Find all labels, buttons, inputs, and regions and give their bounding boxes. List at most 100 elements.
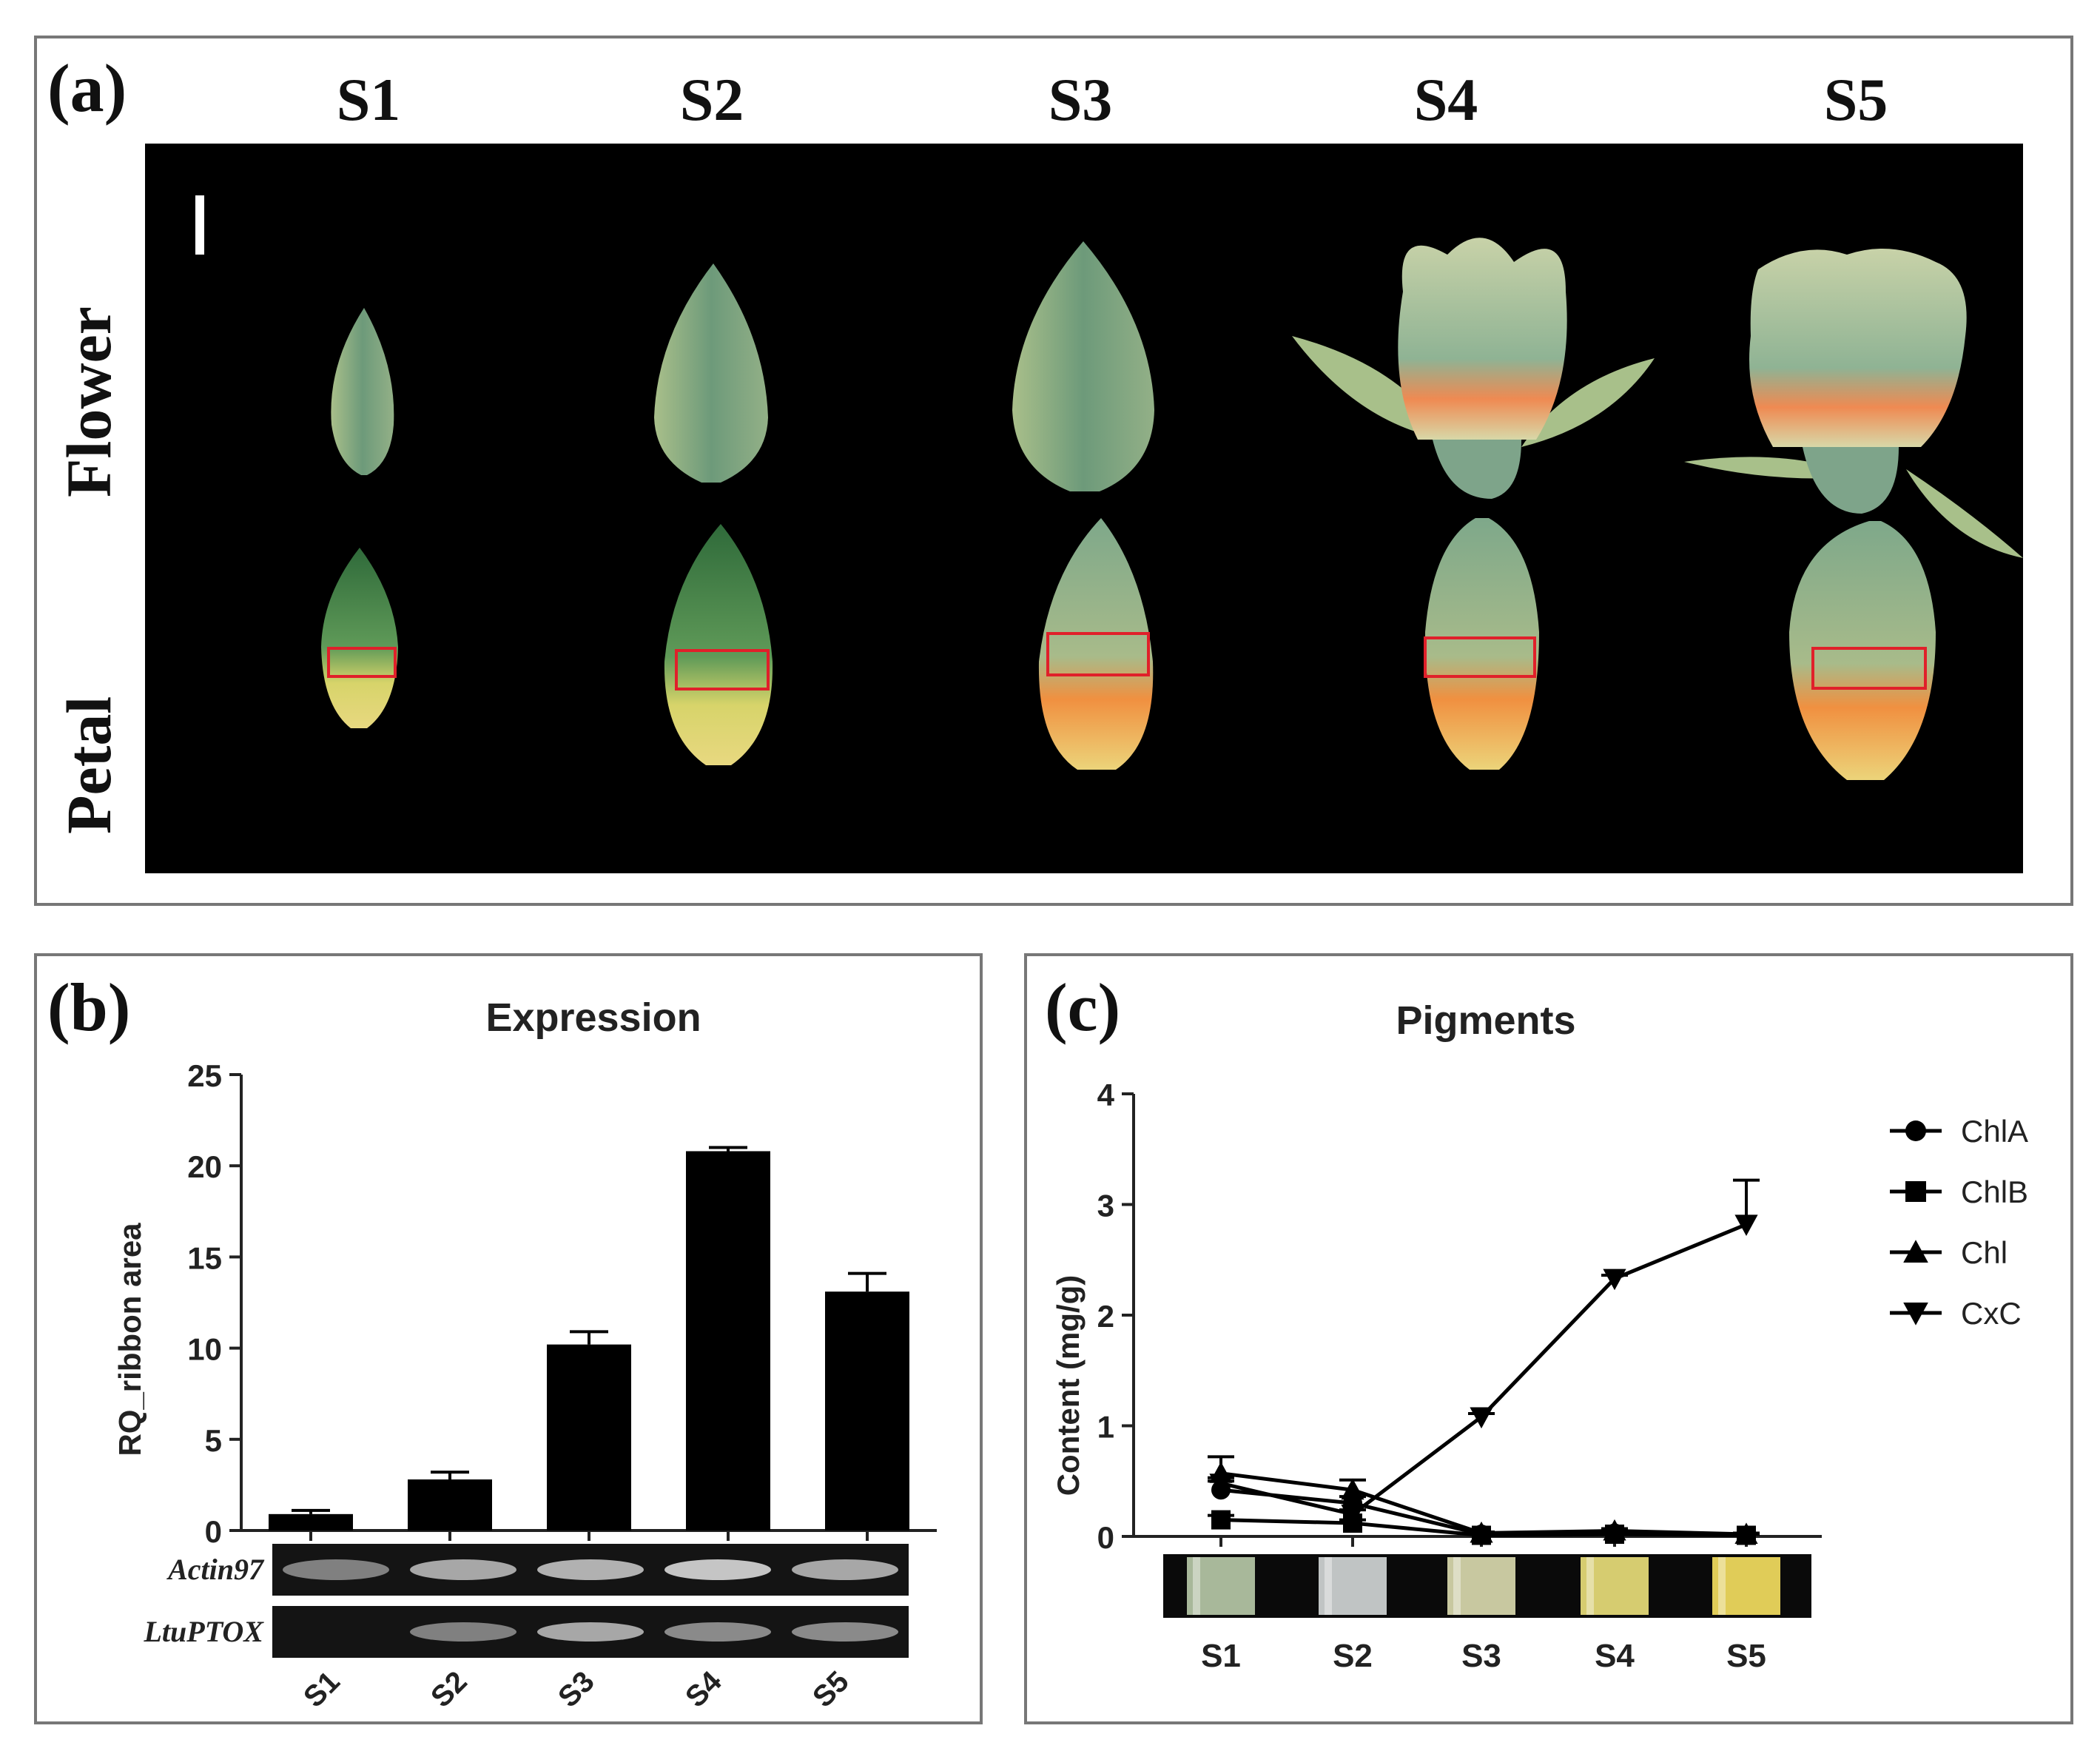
- ribbon-box-s4: [1424, 636, 1536, 678]
- tube-s5: [1712, 1557, 1780, 1615]
- y-axis-label: RQ_ribbon area: [112, 1223, 147, 1456]
- legend-label-chl: Chl: [1961, 1235, 2008, 1270]
- panel-b-label: (b): [47, 970, 131, 1045]
- pigments-y-tick-label: 0: [1097, 1520, 1114, 1555]
- tube-highlight-s2: [1325, 1557, 1332, 1615]
- flower-s4: [1292, 238, 1655, 499]
- ribbon-box-s2: [675, 649, 770, 690]
- legend-marker-cxc: [1903, 1303, 1928, 1325]
- gel-lane-label-s4: S4: [679, 1664, 728, 1713]
- stage-label-s4: S4: [1413, 66, 1478, 133]
- pigments-chart-title: Pigments: [1396, 998, 1576, 1043]
- point-cxc-s4: [1603, 1269, 1626, 1291]
- pigments-y-tick-label: 2: [1097, 1299, 1114, 1334]
- gel-band-actin97-1: [283, 1559, 389, 1580]
- ribbon-box-s3: [1046, 632, 1150, 676]
- tube-s1: [1187, 1557, 1255, 1615]
- stage-label-s2: S2: [679, 66, 744, 133]
- flower-s1: [331, 308, 394, 475]
- gel-band-ltuptox-2: [410, 1622, 516, 1642]
- legend-label-chlb: ChlB: [1961, 1175, 2028, 1209]
- pigments-y-tick-label: 1: [1097, 1410, 1114, 1445]
- bar-y-tick-label: 0: [205, 1514, 222, 1549]
- flower-petal-illustration: [195, 195, 2023, 780]
- point-cxc-s5: [1734, 1214, 1758, 1237]
- tube-label-s5: S5: [1726, 1638, 1766, 1674]
- ribbon-box-s5: [1811, 647, 1927, 690]
- panel-a: (a) S1 S2 S3 S4 S5 Flower Petal: [34, 36, 2073, 906]
- stage-label-s5: S5: [1823, 66, 1888, 133]
- gel-band-actin97-2: [410, 1559, 516, 1580]
- petal-s4: [1424, 518, 1539, 770]
- tube-highlight-s1: [1193, 1557, 1200, 1615]
- gel-band-actin97-5: [792, 1559, 898, 1580]
- flower-s3: [1012, 241, 1154, 491]
- flower-s5: [1684, 249, 2023, 558]
- pigments-y-tick-label: 3: [1097, 1189, 1114, 1223]
- point-chl-s5: [1734, 1522, 1758, 1545]
- gel-lane-label-s5: S5: [807, 1665, 855, 1714]
- gel-lane-label-s1: S1: [297, 1665, 346, 1714]
- bar-y-tick-label: 15: [187, 1240, 222, 1275]
- tube-s4: [1581, 1557, 1649, 1615]
- pigments-y-axis-label: Content (mg/g): [1051, 1275, 1086, 1496]
- bar-y-tick-label: 10: [187, 1332, 222, 1367]
- row-label-petal: Petal: [53, 696, 124, 834]
- legend-marker-chl: [1903, 1240, 1928, 1263]
- gel-lane-label-s2: S2: [425, 1665, 474, 1714]
- expression-bar-chart: RQ_ribbon area 0 5 10 15 20 25 Actin97 LtuPTO…: [112, 1058, 937, 1714]
- flower-s2: [654, 263, 768, 483]
- bar-y-tick-label: 25: [187, 1058, 222, 1093]
- scale-bar: [195, 195, 204, 255]
- row-label-flower: Flower: [53, 306, 124, 497]
- tube-highlight-s4: [1586, 1557, 1594, 1615]
- panel-c-label: (c): [1045, 970, 1121, 1045]
- tube-s2: [1319, 1557, 1387, 1615]
- gel-band-ltuptox-5: [792, 1622, 898, 1642]
- panel-c: (c) Pigments Content (mg/g) 0 1 2 3 4 ChlA Ch…: [1024, 953, 2073, 1724]
- gel-label-actin97: Actin97: [166, 1553, 265, 1586]
- gel-band-actin97-4: [664, 1559, 771, 1580]
- bar-y-tick-label: 20: [187, 1149, 222, 1184]
- tube-label-s3: S3: [1461, 1638, 1501, 1674]
- petal-s2: [664, 524, 773, 765]
- legend-marker-chlb: [1905, 1181, 1926, 1202]
- legend-label-chla: ChlA: [1961, 1114, 2028, 1149]
- legend-marker-chla: [1905, 1120, 1926, 1141]
- pigments-line-chart: Content (mg/g) 0 1 2 3 4 ChlA ChlB Chl CxC S1 S2…: [1051, 1078, 2028, 1674]
- tube-label-s1: S1: [1201, 1638, 1241, 1674]
- point-cxc-s1: [1209, 1474, 1233, 1495]
- stage-label-s1: S1: [336, 66, 401, 133]
- ribbon-box-s1: [327, 647, 397, 678]
- tube-label-s2: S2: [1333, 1638, 1373, 1674]
- gel-lane-label-s3: S3: [552, 1665, 601, 1714]
- point-cxc-s2: [1341, 1505, 1364, 1526]
- panel-a-label: (a): [47, 50, 127, 126]
- point-chlb-s1: [1211, 1510, 1231, 1530]
- bar-y-tick-label: 5: [205, 1423, 222, 1458]
- tube-highlight-s5: [1718, 1557, 1726, 1615]
- point-chl-s4: [1603, 1519, 1626, 1541]
- flower-petal-photo: [145, 144, 2023, 873]
- pigments-y-tick-label: 4: [1097, 1078, 1115, 1112]
- expression-chart-title: Expression: [485, 995, 701, 1040]
- petal-s5: [1789, 521, 1936, 780]
- petal-s1: [321, 548, 398, 728]
- bar-s5: [825, 1291, 909, 1530]
- gel-label-ltuptox: LtuPTOX: [143, 1615, 264, 1648]
- bar-s3: [547, 1344, 631, 1530]
- petal-s3: [1038, 518, 1154, 770]
- gel-band-ltuptox-4: [664, 1622, 771, 1642]
- legend-label-cxc: CxC: [1961, 1296, 2022, 1331]
- bar-s4: [686, 1151, 770, 1530]
- tube-highlight-s3: [1453, 1557, 1461, 1615]
- gel-band-actin97-3: [537, 1559, 644, 1580]
- point-chl-s3: [1470, 1521, 1493, 1543]
- tube-s3: [1447, 1557, 1515, 1615]
- panel-b: (b) Expression RQ_ribbon area 0 5 10 15 20 25…: [34, 953, 983, 1724]
- bar-s2: [408, 1479, 492, 1530]
- gel-band-ltuptox-3: [537, 1622, 644, 1642]
- series-line-cxc: [1220, 1223, 1747, 1516]
- tube-label-s4: S4: [1595, 1638, 1635, 1674]
- bar-s1: [269, 1513, 353, 1530]
